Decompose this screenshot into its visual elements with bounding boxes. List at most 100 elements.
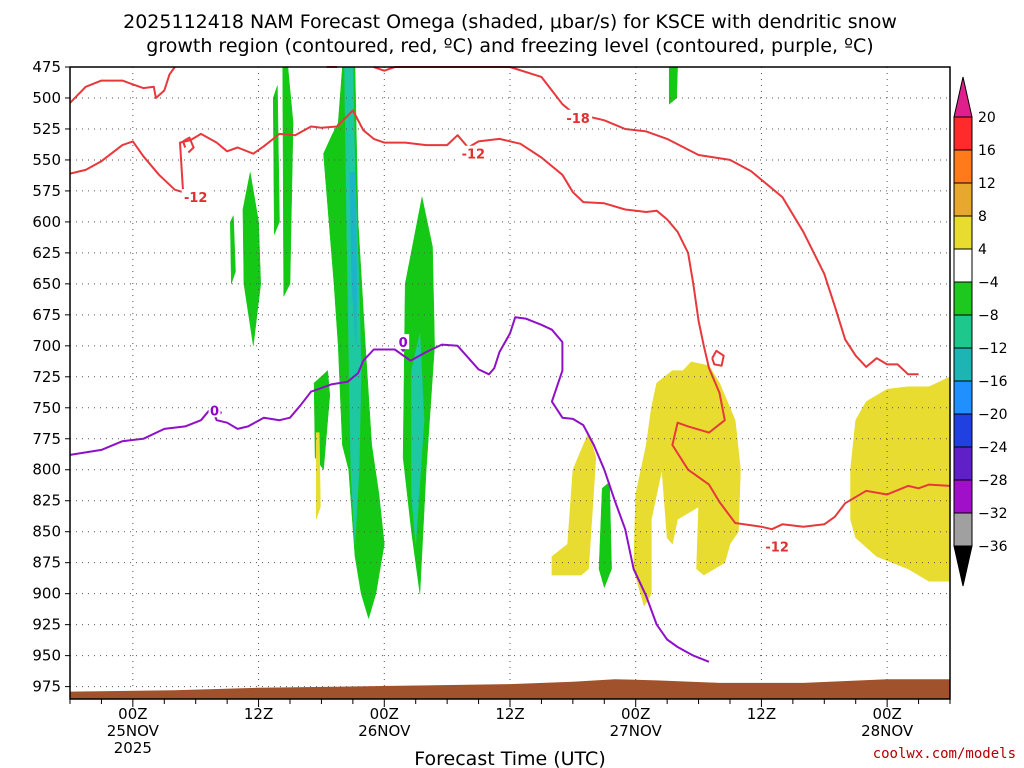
y-tick-label-10: 725	[32, 368, 61, 386]
x-date-label-0: 25NOV	[107, 722, 160, 740]
x-tick-label-2: 00Z	[370, 705, 399, 723]
colorbar-segment-9	[953, 413, 973, 448]
contour-label-0: -18	[566, 112, 590, 127]
omega-region-2	[242, 172, 261, 346]
colorbar-label-8: −16	[978, 374, 1008, 390]
colorbar-label-3: 8	[978, 209, 987, 225]
y-tick-label-7: 650	[32, 275, 61, 293]
temperature-contours	[69, 66, 951, 663]
colorbar-segment-10	[953, 446, 973, 481]
contour-label-5: 0	[399, 336, 408, 351]
y-tick-label-14: 825	[32, 492, 61, 510]
contour-label-2: -12	[184, 191, 208, 206]
terrain	[70, 679, 950, 699]
contour-label-bg-3	[763, 538, 792, 554]
colorbar-segment-8	[953, 380, 973, 415]
omega-region-11	[598, 481, 612, 589]
omega-region-12	[668, 66, 678, 105]
contour-line-2	[373, 66, 919, 376]
colorbar-label-0: 20	[978, 110, 996, 126]
contour-label-4: 0	[210, 404, 219, 419]
x-axis-label: Forecast Time (UTC)	[414, 748, 605, 768]
terrain-fill	[70, 679, 950, 699]
contour-label-3: -12	[765, 541, 789, 556]
y-tick-label-1: 500	[32, 89, 61, 107]
contour-line-1	[69, 66, 176, 104]
x-tick-label-4: 00Z	[621, 705, 650, 723]
colorbar-bottom-arrow	[953, 545, 973, 587]
y-tick-label-4: 575	[32, 182, 61, 200]
contour-line-5	[711, 349, 725, 367]
y-tick-label-9: 700	[32, 337, 61, 355]
x-tick-label-5: 12Z	[747, 705, 776, 723]
colorbar-segment-1	[953, 149, 973, 184]
y-tick-label-5: 600	[32, 213, 61, 231]
x-date-label-2: 26NOV	[358, 722, 411, 740]
colorbar-label-11: −28	[978, 473, 1008, 489]
omega-region-5	[344, 66, 362, 545]
omega-region-15	[850, 376, 951, 582]
colorbar-label-2: 12	[978, 176, 996, 192]
x-year-label-0: 2025	[114, 739, 152, 757]
colorbar-segment-6	[953, 314, 973, 349]
pressure-axis: 475 500 525 550 575 600 625 650 675 700 725 750 775 8…	[32, 58, 70, 696]
contour-label-bg-4	[208, 402, 221, 418]
colorbar: 20 16 12 8 4 −4 −8 −12 −16 −20 −24 −28 −32 −36	[953, 76, 1008, 587]
x-tick-label-0: 00Z	[118, 705, 147, 723]
y-tick-label-13: 800	[32, 461, 61, 479]
x-date-label-6: 28NOV	[861, 722, 914, 740]
chart-title-line1: 2025112418 NAM Forecast Omega (shaded, μ…	[123, 11, 897, 33]
colorbar-segment-2	[953, 182, 973, 217]
y-tick-label-18: 925	[32, 616, 61, 634]
colorbar-segment-5	[953, 281, 973, 316]
contour-label-bg-5	[397, 334, 410, 350]
omega-region-3	[230, 215, 236, 284]
y-tick-label-19: 950	[32, 647, 61, 665]
contour-labels: -18 -12 -12 -12 0 0	[181, 109, 792, 556]
contour-label-bg-2	[181, 189, 210, 205]
omega-region-0	[282, 66, 294, 297]
contour-line-4	[182, 136, 195, 154]
y-tick-label-17: 900	[32, 585, 61, 603]
omega-region-13	[551, 431, 597, 576]
y-tick-label-11: 750	[32, 399, 61, 417]
contour-label-1: -12	[462, 148, 486, 163]
colorbar-segment-11	[953, 479, 973, 514]
contour-label-bg-0	[564, 109, 593, 125]
y-tick-label-15: 850	[32, 523, 61, 541]
credit-text: coolwx.com/models	[873, 746, 1016, 762]
colorbar-segment-4	[953, 248, 973, 283]
colorbar-label-7: −12	[978, 341, 1008, 357]
contour-label-bg-1	[459, 145, 488, 161]
y-tick-label-0: 475	[32, 58, 61, 76]
contour-line-6	[69, 316, 710, 663]
colorbar-segment-3	[953, 215, 973, 250]
colorbar-label-5: −4	[978, 275, 999, 291]
y-tick-label-8: 675	[32, 306, 61, 324]
x-tick-label-1: 12Z	[244, 705, 273, 723]
plot-frame	[69, 66, 951, 700]
x-date-label-4: 27NOV	[610, 722, 663, 740]
omega-region-1	[272, 85, 280, 235]
omega-shading	[230, 66, 951, 620]
colorbar-label-6: −8	[978, 308, 999, 324]
colorbar-top-arrow	[953, 76, 973, 118]
colorbar-label-13: −36	[978, 539, 1008, 555]
y-tick-label-16: 875	[32, 554, 61, 572]
x-tick-label-6: 00Z	[872, 705, 901, 723]
y-tick-label-3: 550	[32, 151, 61, 169]
chart-title-line2: growth region (contoured, red, ºC) and f…	[146, 35, 873, 57]
omega-region-14	[633, 361, 741, 607]
omega-region-10	[315, 432, 321, 520]
omega-region-6	[349, 172, 358, 346]
colorbar-label-10: −24	[978, 440, 1008, 456]
y-tick-label-2: 525	[32, 120, 61, 138]
colorbar-label-1: 16	[978, 143, 996, 159]
y-tick-label-20: 975	[32, 678, 61, 696]
colorbar-label-4: 4	[978, 242, 987, 258]
grid-lines	[70, 66, 950, 699]
colorbar-segment-12	[953, 512, 973, 547]
contour-line-3	[69, 109, 951, 531]
